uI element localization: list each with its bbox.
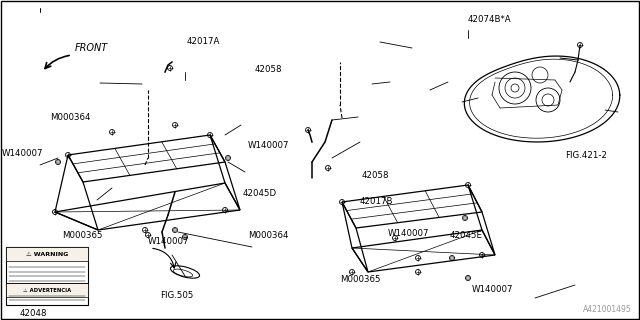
- Bar: [6, 247, 88, 305]
- Text: W140007: W140007: [472, 285, 513, 294]
- Text: M000364: M000364: [50, 114, 90, 123]
- Text: 42074B*A: 42074B*A: [468, 15, 511, 25]
- Text: 42017B: 42017B: [360, 196, 394, 205]
- Text: 42058: 42058: [255, 66, 282, 75]
- Text: M000365: M000365: [62, 230, 102, 239]
- Text: 42045D: 42045D: [243, 188, 277, 197]
- Text: W140007: W140007: [148, 237, 189, 246]
- Text: W140007: W140007: [248, 141, 289, 150]
- Text: 42045E: 42045E: [450, 231, 483, 241]
- Text: 42048: 42048: [20, 308, 47, 317]
- Text: M000364: M000364: [248, 230, 289, 239]
- Text: FIG.421-2: FIG.421-2: [565, 151, 607, 161]
- Text: W140007: W140007: [2, 148, 44, 157]
- Bar: [6, 283, 88, 297]
- Text: A421001495: A421001495: [583, 305, 632, 314]
- Text: ⚠ ADVERTENCIA: ⚠ ADVERTENCIA: [23, 287, 71, 292]
- Text: 42058: 42058: [362, 172, 390, 180]
- Text: M000365: M000365: [340, 276, 381, 284]
- Text: FIG.505: FIG.505: [160, 291, 193, 300]
- Text: ⚠ WARNING: ⚠ WARNING: [26, 252, 68, 257]
- Bar: [6, 247, 88, 261]
- Text: 42017A: 42017A: [187, 37, 220, 46]
- Text: W140007: W140007: [388, 228, 429, 237]
- Text: FRONT: FRONT: [75, 43, 108, 53]
